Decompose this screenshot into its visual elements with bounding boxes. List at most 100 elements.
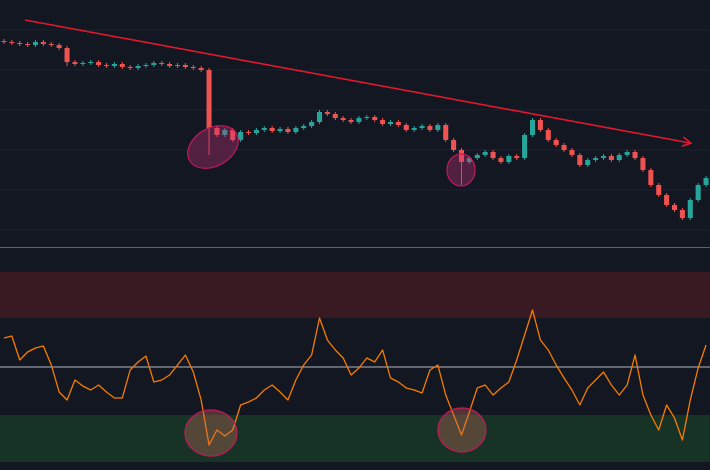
- candle-body: [143, 65, 149, 66]
- candle-body: [269, 128, 275, 131]
- candle-body: [435, 125, 441, 130]
- candle-body: [624, 152, 630, 155]
- candle-body: [88, 62, 94, 63]
- candle-body: [640, 158, 646, 170]
- candle-body: [443, 125, 449, 140]
- highlights: [187, 125, 476, 187]
- candle-body: [111, 64, 117, 66]
- candle-body: [214, 128, 220, 135]
- candle-body: [687, 200, 693, 218]
- candle-body: [411, 128, 417, 130]
- candle-body: [498, 158, 504, 162]
- candle-body: [632, 152, 638, 158]
- bands: [0, 272, 710, 462]
- candle-body: [380, 120, 386, 124]
- candle-body: [324, 112, 330, 114]
- candle-body: [451, 140, 457, 150]
- candle-body: [600, 156, 607, 158]
- candle-body: [206, 70, 212, 128]
- candle-body: [167, 64, 173, 66]
- candle-body: [671, 205, 678, 210]
- highlight-ellipse: [437, 407, 487, 453]
- candle-body: [119, 64, 125, 67]
- candle-body: [9, 42, 15, 43]
- candle-body: [395, 122, 401, 125]
- grid: [0, 29, 710, 231]
- candle-body: [80, 63, 86, 64]
- candle-body: [190, 67, 196, 68]
- candle-body: [245, 132, 252, 133]
- candle-body: [40, 42, 46, 44]
- candle-body: [182, 65, 188, 67]
- candle-body: [703, 178, 709, 185]
- candle-body: [1, 41, 7, 42]
- oscillator: [0, 309, 710, 446]
- candle-body: [48, 44, 54, 45]
- candle-body: [301, 126, 307, 128]
- oscillator-line: [3, 309, 707, 446]
- candle-body: [569, 150, 575, 155]
- candle-body: [332, 114, 338, 118]
- candle-body: [253, 130, 259, 133]
- candle-body: [285, 129, 291, 132]
- candle-body: [56, 45, 62, 48]
- candle-body: [695, 185, 701, 200]
- candle-body: [348, 120, 354, 122]
- candle-body: [72, 62, 78, 64]
- highlight-ellipse: [187, 125, 239, 169]
- candle-body: [482, 152, 488, 155]
- candle-body: [96, 62, 102, 65]
- candle-body: [25, 44, 31, 45]
- zone-band: [0, 272, 710, 318]
- candle-body: [474, 155, 480, 158]
- candle-body: [585, 160, 591, 165]
- candle-body: [151, 63, 157, 65]
- candle-body: [238, 132, 244, 140]
- trend-line: [24, 19, 690, 143]
- candle-body: [387, 122, 394, 124]
- candle-body: [127, 67, 133, 68]
- candle-body: [316, 112, 323, 122]
- candle-body: [403, 125, 409, 130]
- candle-body: [159, 63, 165, 64]
- candle-body: [198, 68, 204, 70]
- candle-body: [679, 210, 685, 218]
- candle-body: [458, 150, 465, 162]
- candle-body: [490, 152, 496, 158]
- highlight-ellipse: [184, 409, 238, 457]
- candle-body: [577, 155, 583, 165]
- candle-body: [230, 130, 236, 140]
- candle-body: [514, 156, 520, 158]
- candle-body: [103, 65, 110, 66]
- candle-body: [32, 42, 39, 45]
- zone-band: [0, 415, 710, 462]
- candle-body: [261, 128, 267, 130]
- candle-body: [372, 117, 378, 120]
- candle-body: [17, 43, 23, 44]
- candle-body: [561, 145, 567, 150]
- candle-body: [277, 129, 283, 131]
- candle-body: [309, 122, 315, 126]
- candle-body: [522, 135, 528, 158]
- candle-body: [64, 48, 70, 62]
- candle-body: [648, 170, 654, 185]
- candle-body: [356, 118, 362, 122]
- candle-body: [506, 156, 512, 162]
- candle-body: [466, 158, 472, 162]
- candle-body: [427, 126, 433, 130]
- candle-body: [293, 128, 299, 132]
- candles: [1, 39, 709, 220]
- candle-body: [664, 195, 670, 205]
- candle-body: [545, 130, 551, 140]
- candle-body: [222, 130, 228, 135]
- candle-body: [529, 120, 536, 135]
- candle-body: [174, 65, 181, 66]
- osc-highlights: [184, 407, 487, 457]
- highlight-ellipse: [446, 153, 476, 187]
- candle-body: [608, 156, 614, 160]
- candle-body: [419, 126, 425, 128]
- candle-body: [340, 118, 346, 120]
